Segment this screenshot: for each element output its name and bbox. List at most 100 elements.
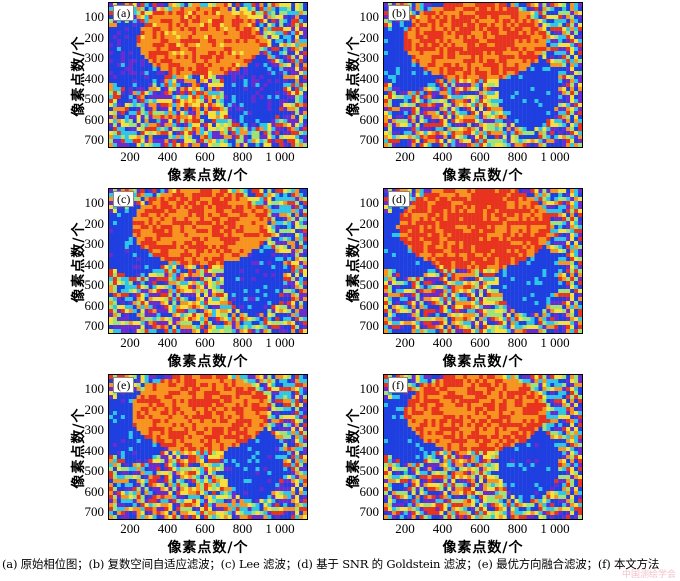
x-axis-label: 像素点数/个 [167,540,249,556]
phase-raster [384,3,582,147]
panel-b: 像素点数/个 100 200 300 400 500 600 700 (b) 200 400 600 8… [335,0,635,184]
y-tick-label: 100 [359,195,380,210]
x-tick-label: 800 [507,521,528,536]
panel-tag: (e) [113,377,135,393]
y-tick-label: 200 [359,215,380,231]
panel-f: 像素点数/个 100 200 300 400 500 600 700 (f) 200 400 600 8… [335,372,635,556]
watermark: 中国测绘学会 [621,570,676,580]
y-tick-label: 500 [359,277,380,292]
phase-raster [109,189,307,333]
y-tick-label: 300 [359,50,380,65]
x-tick-label: 200 [120,521,140,536]
y-tick-label: 300 [84,422,105,437]
y-tick-label: 200 [359,29,380,45]
x-tick-label: 200 [395,149,415,164]
panel-d: 像素点数/个 100 200 300 400 500 600 700 (d) 200 400 600 8… [335,186,635,370]
y-tick-label: 100 [84,195,105,210]
y-tick-label: 700 [84,504,105,519]
x-tick-label: 600 [470,335,490,350]
x-tick-label: 1 000 [265,149,295,164]
y-tick-label: 100 [84,381,105,396]
x-axis-label: 像素点数/个 [167,354,249,370]
x-axis-label: 像素点数/个 [442,540,524,556]
x-tick-label: 200 [120,335,140,350]
y-tick-label: 100 [84,9,105,24]
panel-tag: (b) [388,5,410,21]
y-tick-label: 600 [359,297,380,313]
y-tick-label: 500 [84,277,105,292]
phase-raster [384,189,582,333]
y-tick-label: 300 [84,236,105,251]
x-tick-label: 400 [157,149,178,164]
panel-c: 像素点数/个 100 200 300 400 500 600 700 (c) 200 400 600 8… [60,186,360,370]
y-tick-label: 400 [84,256,105,272]
x-tick-label: 600 [195,149,215,164]
x-tick-label: 200 [395,335,415,350]
phase-raster [384,375,582,519]
y-tick-label: 400 [359,70,380,86]
y-tick-label: 700 [84,132,105,147]
x-tick-label: 1 000 [540,335,570,350]
phase-image: (f) [383,374,583,520]
x-tick-label: 1 000 [265,335,295,350]
y-tick-label: 700 [359,318,380,333]
panel-tag: (d) [388,191,410,207]
x-tick-label: 800 [232,335,253,350]
y-tick-label: 700 [84,318,105,333]
y-tick-label: 200 [359,401,380,417]
x-axis-label: 像素点数/个 [167,168,249,184]
x-tick-label: 400 [432,335,453,350]
y-tick-label: 400 [84,442,105,458]
x-tick-label: 200 [395,521,415,536]
phase-image: (e) [108,374,308,520]
y-tick-label: 500 [84,463,105,478]
y-tick-label: 300 [359,422,380,437]
x-tick-label: 400 [157,521,178,536]
x-tick-label: 200 [120,149,140,164]
y-tick-label: 500 [84,91,105,106]
y-tick-label: 400 [84,70,105,86]
y-tick-label: 200 [84,29,105,45]
panel-tag: (f) [388,377,408,393]
x-tick-label: 400 [157,335,178,350]
x-tick-label: 600 [195,335,215,350]
y-tick-label: 600 [84,111,105,127]
y-tick-label: 500 [359,91,380,106]
x-tick-label: 1 000 [540,149,570,164]
y-tick-label: 200 [84,215,105,231]
panel-tag: (a) [113,5,135,21]
x-tick-label: 800 [507,149,528,164]
y-tick-label: 100 [359,381,380,396]
phase-raster [109,3,307,147]
x-tick-label: 1 000 [265,521,295,536]
y-tick-label: 600 [359,483,380,499]
y-tick-label: 600 [84,483,105,499]
x-tick-label: 1 000 [540,521,570,536]
x-tick-label: 600 [470,521,490,536]
x-tick-label: 400 [432,149,453,164]
phase-image: (c) [108,188,308,334]
y-tick-label: 300 [84,50,105,65]
y-tick-label: 600 [84,297,105,313]
y-tick-label: 700 [359,132,380,147]
phase-image: (b) [383,2,583,148]
phase-image: (d) [383,188,583,334]
x-tick-label: 800 [507,335,528,350]
y-tick-label: 100 [359,9,380,24]
phase-image: (a) [108,2,308,148]
x-tick-label: 400 [432,521,453,536]
y-tick-label: 200 [84,401,105,417]
y-tick-label: 300 [359,236,380,251]
phase-raster [109,375,307,519]
panel-e: 像素点数/个 100 200 300 400 500 600 700 (e) 200 400 600 8… [60,372,360,556]
x-tick-label: 800 [232,521,253,536]
y-tick-label: 600 [359,111,380,127]
y-tick-label: 400 [359,442,380,458]
y-tick-label: 700 [359,504,380,519]
x-axis-label: 像素点数/个 [442,168,524,184]
x-tick-label: 600 [470,149,490,164]
figure-caption: (a) 原始相位图；(b) 复数空间自适应滤波；(c) Lee 滤波；(d) 基… [2,557,660,571]
y-tick-label: 500 [359,463,380,478]
x-tick-label: 600 [195,521,215,536]
x-axis-label: 像素点数/个 [442,354,524,370]
